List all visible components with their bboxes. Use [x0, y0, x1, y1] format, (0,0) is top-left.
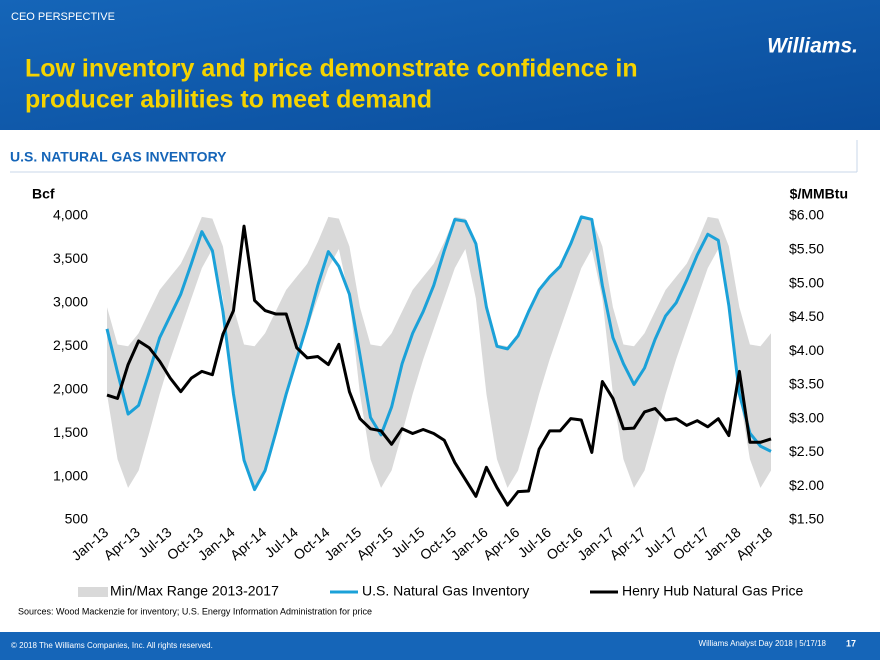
y2-tick-label: $4.50: [789, 308, 824, 324]
y-tick-label: 3,500: [53, 250, 88, 266]
sources: Sources: Wood Mackenzie for inventory; U…: [18, 606, 372, 616]
y-tick-label: 3,000: [53, 294, 88, 310]
x-tick-label: Apr-15: [353, 524, 396, 563]
y2-tick-label: $2.50: [789, 443, 824, 459]
header-band: [0, 0, 880, 130]
x-tick-label: Apr-14: [227, 524, 270, 563]
y-tick-label: 1,500: [53, 424, 88, 440]
y2-tick-label: $1.50: [789, 511, 824, 527]
footer-event: Williams Analyst Day 2018 | 5/17/18: [699, 639, 827, 648]
y2-tick-label: $3.00: [789, 409, 824, 425]
x-tick-label: Apr-18: [733, 524, 776, 563]
plot: 500 1,000 1,500 2,000 2,500 3,000 3,500 4,000 $1…: [53, 207, 824, 599]
legend-label: U.S. Natural Gas Inventory: [362, 583, 529, 599]
x-tick-label: Apr-17: [606, 524, 649, 563]
section-label: CEO PERSPECTIVE: [11, 11, 115, 23]
y2-tick-label: $4.00: [789, 342, 824, 358]
y2-tick-label: $6.00: [789, 207, 824, 223]
page-number: 17: [846, 638, 856, 648]
y2-tick-label: $5.00: [789, 274, 824, 290]
y-tick-label: 1,000: [53, 467, 88, 483]
range-area: [107, 216, 771, 488]
footer-band: [0, 632, 880, 660]
y-tick-label: 2,000: [53, 380, 88, 396]
x-tick-label: Apr-13: [100, 524, 143, 563]
y2-tick-label: $2.00: [789, 477, 824, 493]
y2-tick-label: $3.50: [789, 376, 824, 392]
legend-label: Henry Hub Natural Gas Price: [622, 583, 804, 599]
y-tick-label: 4,000: [53, 207, 88, 223]
logo: Williams.: [767, 35, 858, 58]
copyright: © 2018 The Williams Companies, Inc. All …: [11, 641, 213, 650]
slide-title: Low inventory and price demonstrate conf…: [25, 55, 638, 83]
y-tick-label: 2,500: [53, 337, 88, 353]
y2-axis-label: $/MMBtu: [790, 186, 848, 202]
y2-tick-label: $5.50: [789, 240, 824, 256]
legend-label: Min/Max Range 2013-2017: [110, 583, 279, 599]
x-tick-label: Apr-16: [480, 524, 523, 563]
series-line: [106, 224, 772, 507]
y-tick-label: 500: [65, 511, 89, 527]
chart-title: U.S. NATURAL GAS INVENTORY: [10, 149, 227, 165]
legend-swatch: [78, 587, 108, 597]
slide-title: producer abilities to meet demand: [25, 86, 432, 114]
series-line: [105, 215, 772, 492]
y-axis-label: Bcf: [32, 186, 55, 202]
